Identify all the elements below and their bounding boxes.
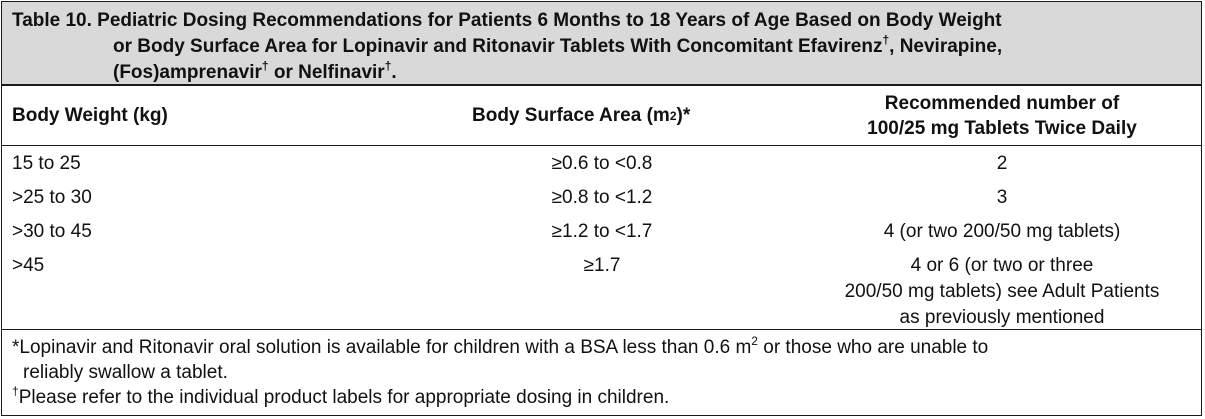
dagger-mark: † [12, 384, 19, 398]
header-rec-line-2: 100/25 mg Tablets Twice Daily [867, 117, 1137, 139]
cell-bsa: ≥0.6 to <0.8 [551, 153, 653, 174]
table-footnotes: *Lopinavir and Ritonavir oral solution i… [2, 330, 1201, 410]
title-line-2: or Body Surface Area for Lopinavir and R… [12, 34, 1191, 60]
table-body: 15 to 25 ≥0.6 to <0.8 2 >25 to 30 ≥0.8 t… [2, 146, 1201, 330]
cell-recommended: 4 or 6 (or two or three 200/50 mg tablet… [802, 253, 1201, 331]
cell-body-weight: >30 to 45 [12, 221, 92, 242]
footnote-2-text: Please refer to the individual product l… [18, 387, 670, 408]
header-rec-line-1: Recommended number of [884, 92, 1120, 114]
cell-body-weight: >25 to 30 [12, 187, 92, 208]
dagger-mark: † [261, 59, 269, 73]
cell-bsa: ≥1.7 [583, 255, 621, 276]
footnote-dagger: †Please refer to the individual product … [12, 385, 1191, 410]
cell-recommended: 3 [996, 187, 1008, 208]
header-bsa-text: Body Surface Area (m [472, 104, 670, 126]
dagger-mark: † [882, 33, 890, 47]
title-line-3-mid: or Nelfinavir [268, 62, 385, 83]
cell-body-weight: >45 [12, 255, 45, 276]
cell-rec-line: 4 or 6 (or two or three [910, 255, 1094, 276]
title-line-3: (Fos)amprenavir† or Nelfinavir†. [12, 60, 1191, 86]
cell-rec-line: as previously mentioned [899, 307, 1105, 328]
title-line-3-text: (Fos)amprenavir [113, 62, 262, 83]
cell-bsa: ≥1.2 to <1.7 [551, 221, 653, 242]
title-line-1: Table 10. Pediatric Dosing Recommendatio… [12, 10, 1002, 31]
header-recommended-tablets: Recommended number of 100/25 mg Tablets … [802, 86, 1201, 145]
cell-recommended: 4 (or two 200/50 mg tablets) [883, 221, 1121, 242]
column-header-row: Body Weight (kg) Body Surface Area (m 2)*… [2, 86, 1201, 146]
title-line-2-text: or Body Surface Area for Lopinavir and R… [113, 36, 883, 57]
header-bsa-tail: )* [676, 104, 691, 126]
cell-recommended: 2 [996, 153, 1008, 174]
table-title: Table 10. Pediatric Dosing Recommendatio… [2, 2, 1201, 86]
title-line-2-tail: , Nevirapine, [889, 36, 1003, 57]
footnote-1-tail: or those who are unable to [757, 337, 989, 358]
footnote-asterisk-continued: reliably swallow a tablet. [23, 362, 228, 383]
footnote-asterisk: *Lopinavir and Ritonavir oral solution i… [12, 335, 1191, 360]
cell-body-weight: 15 to 25 [12, 153, 81, 174]
footnote-1-text: *Lopinavir and Ritonavir oral solution i… [12, 337, 752, 358]
header-body-surface-area: Body Surface Area (m 2)* [472, 104, 691, 126]
cell-bsa: ≥0.8 to <1.2 [551, 187, 653, 208]
header-body-weight: Body Weight (kg) [12, 104, 168, 126]
title-line-3-tail: . [391, 62, 397, 83]
superscript-2: 2 [751, 334, 758, 348]
dagger-mark: † [384, 59, 392, 73]
cell-rec-line: 200/50 mg tablets) see Adult Patients [844, 281, 1160, 302]
